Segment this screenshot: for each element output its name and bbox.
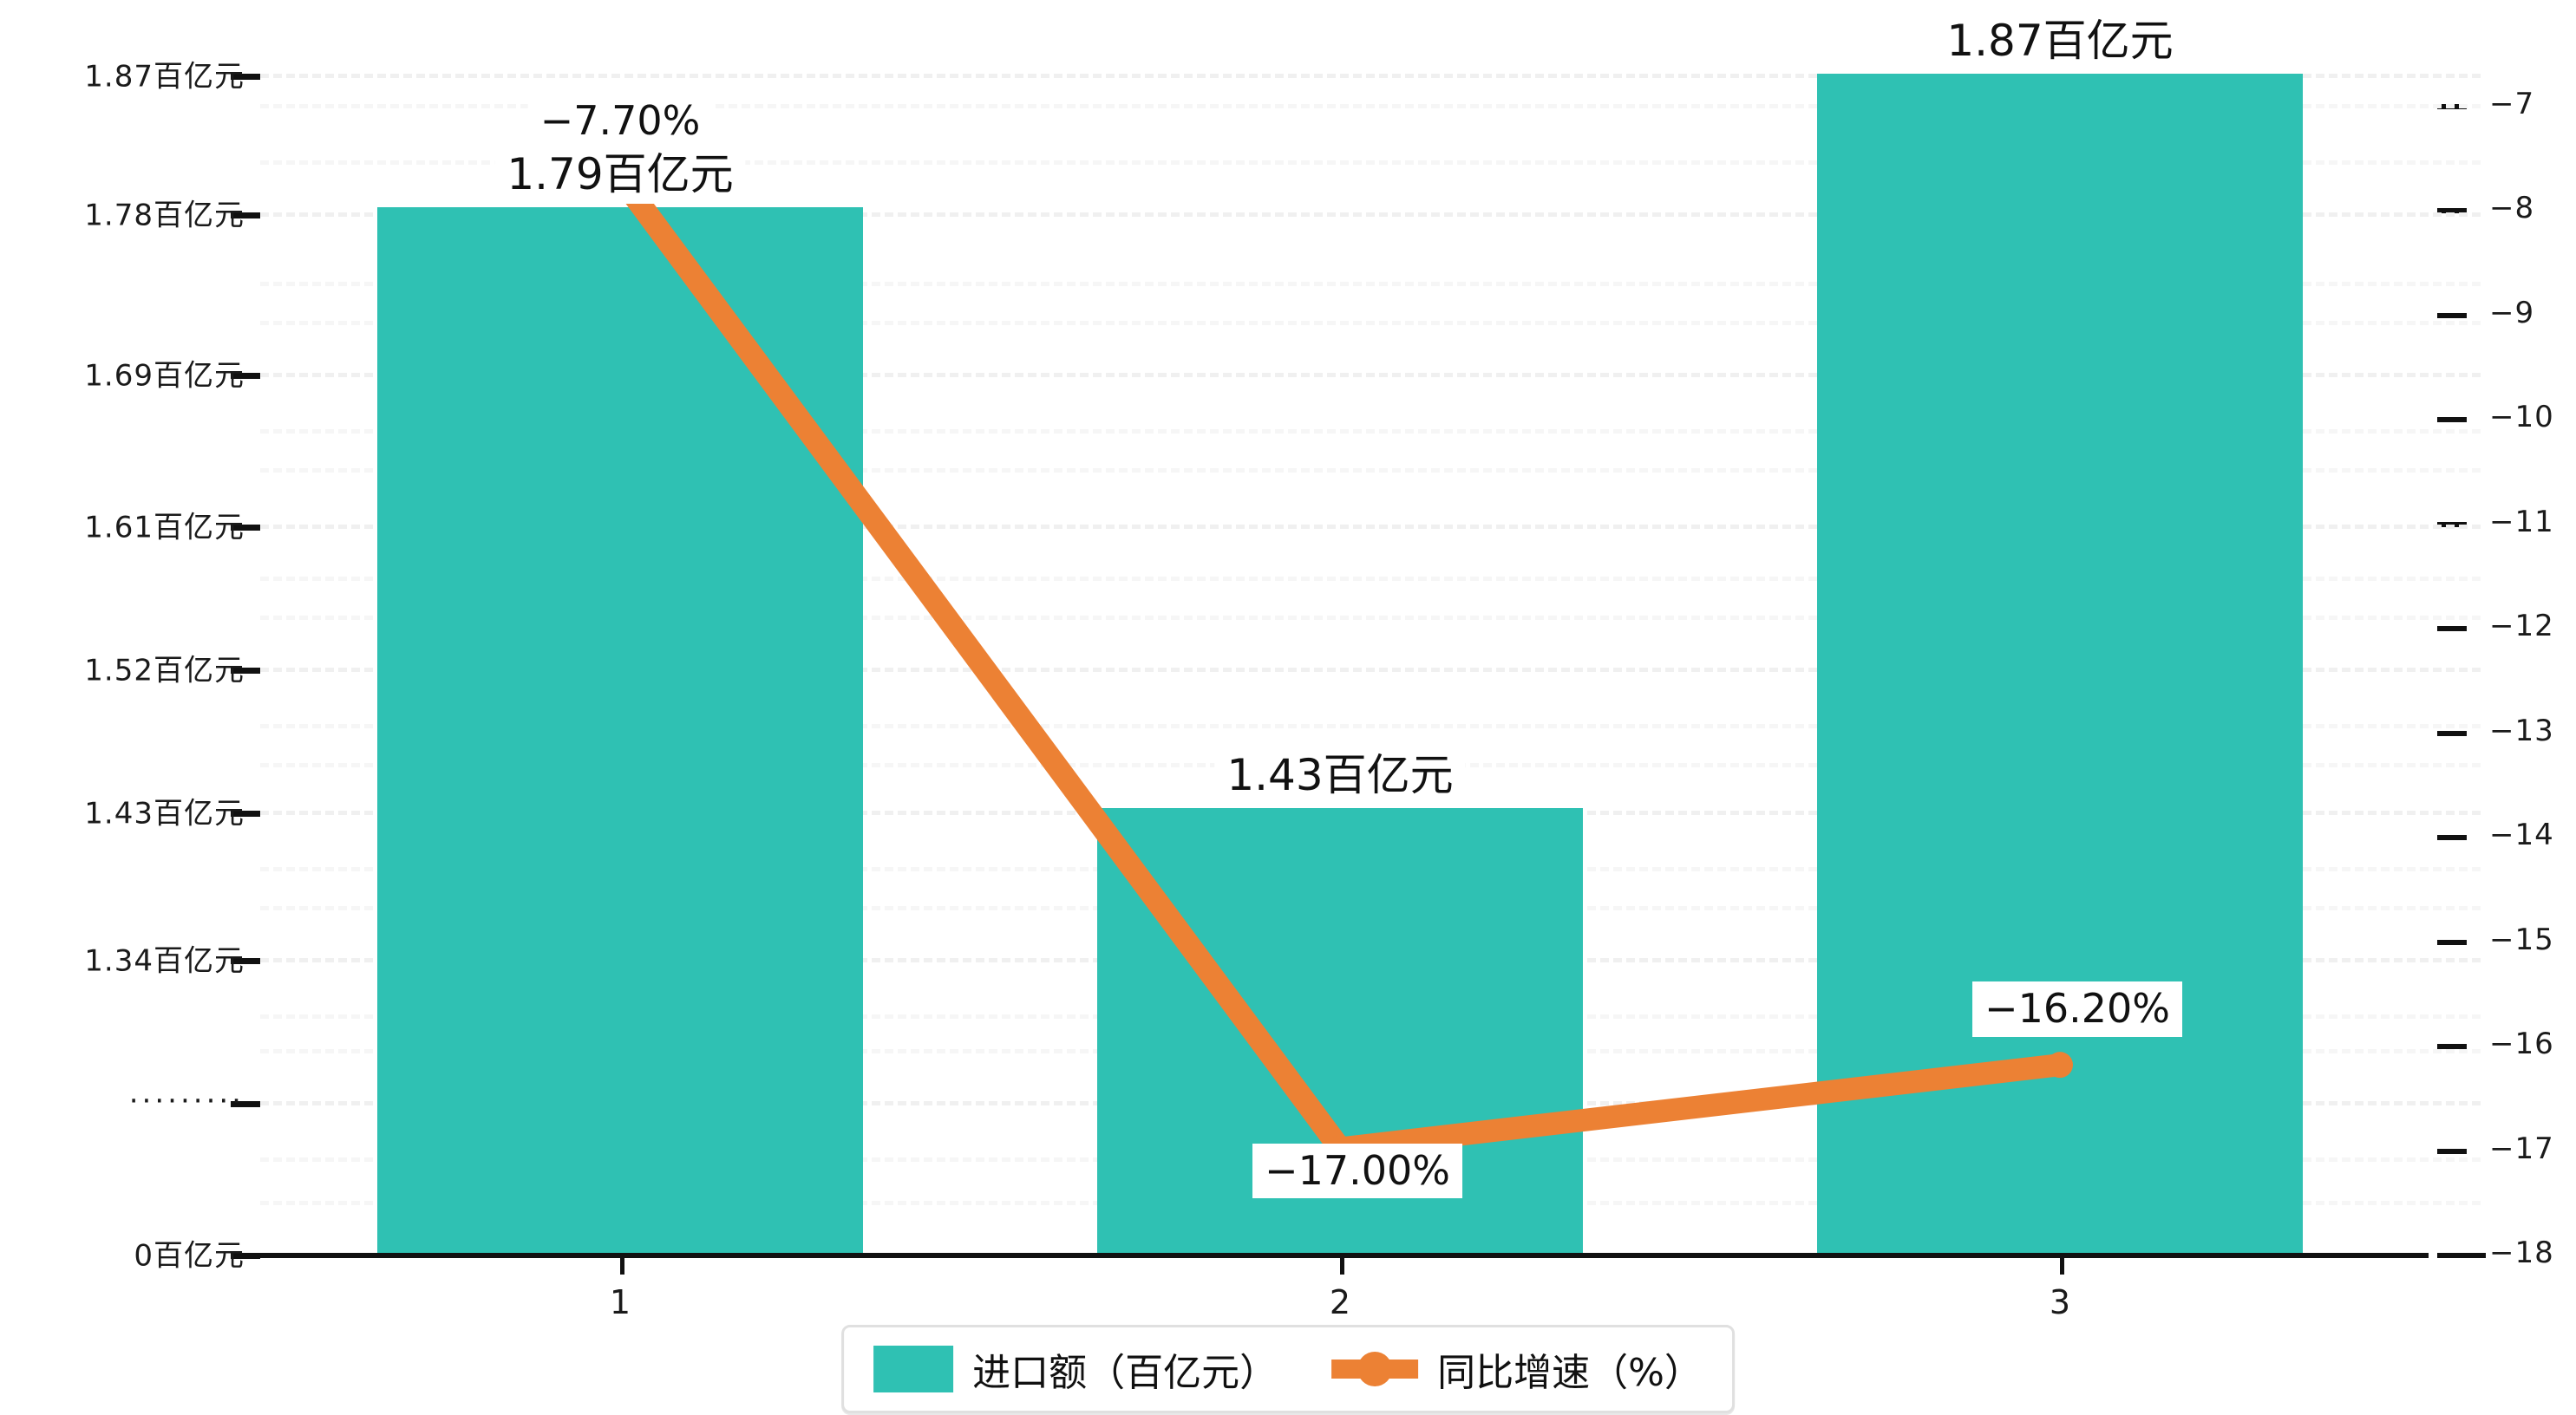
left-axis-tick [231, 811, 260, 817]
line-value-label: −17.00% [1252, 1143, 1462, 1199]
right-axis-tick [2437, 730, 2467, 736]
gridline-minor [260, 321, 2481, 325]
gridline [260, 525, 2481, 529]
x-axis-tick [1340, 1255, 1344, 1275]
left-axis-tick [231, 1253, 260, 1259]
left-axis-tick-label: 1.43百亿元 [84, 796, 245, 831]
plot-area [260, 26, 2420, 1253]
line-path [611, 170, 2062, 1160]
bar-swatch-icon [873, 1346, 954, 1392]
gridline-minor [260, 468, 2481, 473]
left-axis-tick [231, 525, 260, 531]
x-axis-tick [2060, 1255, 2064, 1275]
chart-legend: 进口额（百亿元） 同比增速（%） [841, 1325, 1735, 1413]
right-axis-tick [2437, 208, 2467, 214]
legend-item-bar[interactable]: 进口额（百亿元） [873, 1341, 1278, 1397]
gridline-minor [260, 616, 2481, 620]
line-value-label: −16.20% [1972, 981, 2182, 1037]
left-axis-tick-label: 1.52百亿元 [84, 653, 245, 688]
gridline-minor [260, 724, 2481, 728]
axis-break-tick [231, 1101, 260, 1107]
legend-label-bar: 进口额（百亿元） [972, 1351, 1278, 1395]
line-marker[interactable] [2047, 1052, 2073, 1079]
right-axis-tick-label: −13 [2489, 713, 2554, 748]
gridline [260, 668, 2481, 672]
line-swatch-icon [1331, 1346, 1419, 1392]
right-axis-tick-label: −8 [2489, 191, 2535, 226]
right-axis-tick [2437, 417, 2467, 423]
gridline [260, 74, 2481, 78]
x-axis-spine [260, 1253, 2429, 1258]
gridline-minor [260, 429, 2481, 434]
right-axis-tick-label: −14 [2489, 818, 2554, 853]
right-axis-tick-label: −7 [2489, 87, 2535, 121]
left-axis-tick [231, 74, 260, 80]
right-axis-tick-label: −18 [2489, 1236, 2554, 1270]
left-axis-tick-label: 1.69百亿元 [84, 358, 245, 394]
gridline-minor [260, 282, 2481, 286]
right-axis-tick-label: −12 [2489, 609, 2554, 644]
left-axis-tick [231, 373, 260, 379]
right-axis-tick [2437, 1044, 2467, 1050]
bar-value-label: 1.43百亿元 [1214, 745, 1466, 805]
x-axis-tick [620, 1255, 624, 1275]
left-axis-tick-label: 1.34百亿元 [84, 943, 245, 979]
left-axis-tick-label: 1.87百亿元 [84, 59, 245, 95]
right-axis-tick-label: −17 [2489, 1131, 2554, 1166]
gridline [260, 373, 2481, 377]
right-axis-tick [2437, 1148, 2467, 1154]
line-value-label: −7.70% [527, 94, 713, 149]
right-axis-tick-label: −10 [2489, 400, 2554, 435]
left-axis-tick [231, 668, 260, 674]
gridline-minor [260, 104, 2481, 108]
x-axis-tick-label: 2 [1329, 1283, 1351, 1321]
left-axis-tick [231, 958, 260, 964]
right-axis-tick-label: −16 [2489, 1027, 2554, 1062]
axis-break-marker: ········· [128, 1084, 245, 1118]
line-series [607, 164, 2073, 1162]
right-axis-tick [2437, 626, 2467, 632]
right-axis-tick [2437, 521, 2467, 527]
right-axis-tick [2437, 1253, 2486, 1258]
left-axis-tick-label: 1.61百亿元 [84, 510, 245, 545]
legend-item-line[interactable]: 同比增速（%） [1331, 1341, 1703, 1397]
gridline [260, 212, 2481, 217]
left-axis-tick-label: 0百亿元 [134, 1238, 245, 1274]
right-axis-tick [2437, 835, 2467, 841]
left-axis-tick [231, 212, 260, 218]
left-axis-tick-label: 1.78百亿元 [84, 198, 245, 233]
x-axis-tick-label: 3 [2049, 1283, 2071, 1321]
x-axis-tick-label: 1 [609, 1283, 631, 1321]
right-axis-tick [2437, 939, 2467, 945]
right-axis-tick-label: −9 [2489, 295, 2535, 330]
gridline-minor [260, 160, 2481, 165]
right-axis-tick [2437, 312, 2467, 318]
right-axis-tick-label: −15 [2489, 922, 2554, 957]
right-axis-tick-label: −11 [2489, 504, 2554, 539]
bar-value-label: 1.79百亿元 [494, 144, 746, 204]
bar-value-label: 1.87百亿元 [1934, 11, 2186, 70]
legend-label-line: 同比增速（%） [1437, 1351, 1703, 1395]
gridline-minor [260, 577, 2481, 581]
